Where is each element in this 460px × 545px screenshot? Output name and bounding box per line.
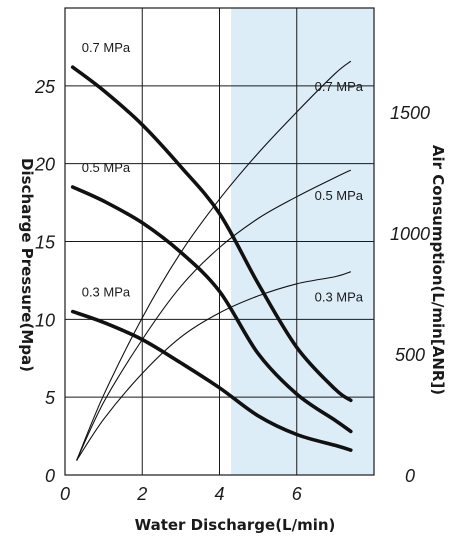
y2-tick-label: 1000 bbox=[390, 224, 430, 244]
y-tick-label: 10 bbox=[35, 310, 55, 330]
y-tick-label: 0 bbox=[45, 466, 55, 486]
air-series-label: 0.5 MPa bbox=[315, 188, 364, 203]
air-series-label: 0.7 MPa bbox=[315, 79, 364, 94]
x-tick-label: 4 bbox=[214, 484, 224, 504]
x-tick-label: 6 bbox=[292, 484, 303, 504]
y2-tick-label: 0 bbox=[405, 466, 415, 486]
pressure-line bbox=[70, 185, 353, 434]
air-series-label: 0.3 MPa bbox=[315, 290, 364, 305]
pressure-series-label: 0.3 MPa bbox=[82, 285, 131, 300]
x-tick-label: 0 bbox=[60, 484, 70, 504]
y-axis-title-right: Air Consumption(L/min[ANR]) bbox=[429, 145, 447, 395]
air-consumption-line bbox=[76, 60, 352, 461]
x-tick-label: 2 bbox=[136, 484, 147, 504]
y-tick-label: 15 bbox=[35, 233, 56, 253]
pressure-series-label: 0.5 MPa bbox=[82, 160, 131, 175]
y-axis-title-left: Discharge Pressure(Mpa) bbox=[18, 158, 36, 372]
plot-frame bbox=[64, 7, 375, 476]
y2-tick-label: 1500 bbox=[390, 103, 430, 123]
air-consumption-line bbox=[76, 271, 351, 461]
y2-tick-label: 500 bbox=[395, 345, 425, 365]
pressure-line bbox=[70, 65, 353, 403]
pressure-series-label: 0.7 MPa bbox=[82, 40, 131, 55]
x-axis-title: Water Discharge(L/min) bbox=[135, 516, 336, 534]
y-tick-label: 5 bbox=[45, 388, 56, 408]
pressure-line bbox=[70, 309, 353, 452]
y-tick-label: 20 bbox=[34, 155, 55, 175]
y-tick-label: 25 bbox=[34, 77, 56, 97]
air-consumption-line bbox=[76, 169, 352, 461]
